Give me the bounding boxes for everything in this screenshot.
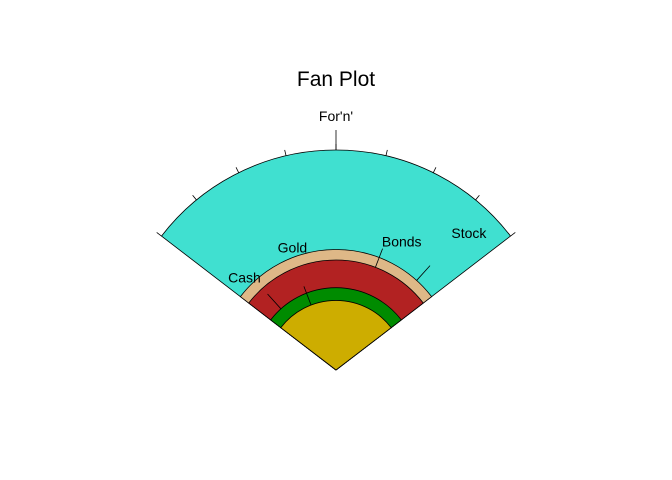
arc-tick [235,167,240,173]
label-gold: Gold [278,240,308,256]
fan-labels: Cash Gold For'n' Bonds Stock [228,108,487,310]
fan-sectors [160,149,512,371]
chart-title: Fan Plot [297,68,375,91]
arc-tick [192,195,197,201]
arc-tick [156,232,162,237]
arc-tick [432,167,437,173]
label-leader [267,293,282,310]
arc-tick [385,149,388,156]
label-leader [303,286,312,306]
arc-ticks [156,144,516,237]
arc-tick [510,232,516,237]
arc-tick [284,149,287,156]
sector-gold [280,300,392,371]
label-forn: For'n' [319,108,353,124]
label-cash: Cash [228,270,261,286]
label-leader [416,265,431,281]
label-bonds: Bonds [382,234,422,250]
label-leader [375,248,383,268]
label-stock: Stock [451,225,487,241]
arc-tick [475,195,480,201]
